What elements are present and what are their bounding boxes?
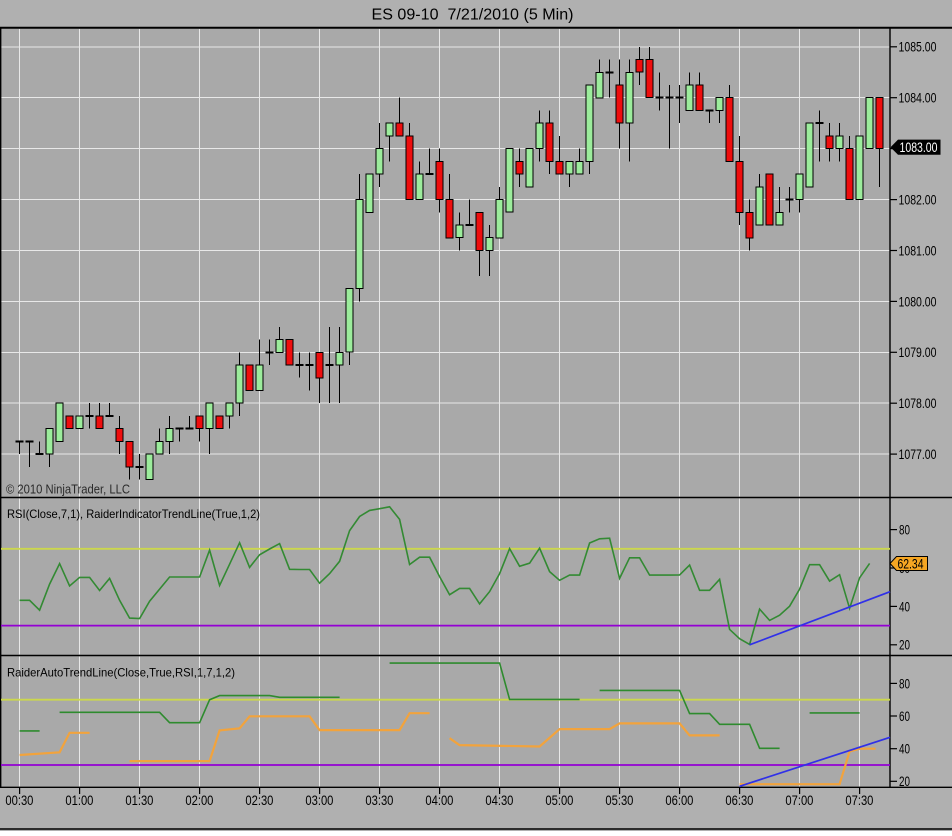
svg-text:05:30: 05:30 [605, 793, 633, 808]
svg-text:04:30: 04:30 [485, 793, 513, 808]
svg-text:1083.00: 1083.00 [900, 140, 938, 155]
svg-text:1077.00: 1077.00 [899, 447, 937, 462]
svg-text:03:00: 03:00 [305, 793, 333, 808]
svg-text:© 2010 NinjaTrader, LLC: © 2010 NinjaTrader, LLC [6, 483, 130, 497]
svg-text:03:30: 03:30 [365, 793, 393, 808]
svg-text:06:00: 06:00 [665, 793, 693, 808]
svg-text:62.34: 62.34 [898, 556, 924, 571]
svg-text:20: 20 [899, 774, 910, 789]
svg-text:1081.00: 1081.00 [899, 243, 937, 258]
svg-text:ES 09-10 7/21/2010 (5 Min): ES 09-10 7/21/2010 (5 Min) [372, 7, 574, 24]
svg-text:01:30: 01:30 [125, 793, 153, 808]
svg-text:80: 80 [899, 676, 910, 691]
svg-text:20: 20 [899, 638, 910, 653]
svg-text:40: 40 [899, 599, 910, 614]
svg-text:40: 40 [899, 742, 910, 757]
svg-text:02:00: 02:00 [185, 793, 213, 808]
svg-text:02:30: 02:30 [245, 793, 273, 808]
svg-text:1079.00: 1079.00 [899, 345, 937, 360]
svg-text:RSI(Close,7,1), RaiderIndicato: RSI(Close,7,1), RaiderIndicatorTrendLine… [7, 507, 260, 521]
svg-text:07:00: 07:00 [785, 793, 813, 808]
svg-text:1078.00: 1078.00 [899, 396, 937, 411]
svg-text:1082.00: 1082.00 [899, 193, 937, 208]
svg-text:1080.00: 1080.00 [899, 294, 937, 309]
svg-text:07:30: 07:30 [845, 793, 873, 808]
svg-text:1085.00: 1085.00 [899, 40, 937, 55]
svg-text:1084.00: 1084.00 [899, 91, 937, 106]
svg-text:RaiderAutoTrendLine(Close,True: RaiderAutoTrendLine(Close,True,RSI,1,7,1… [7, 666, 235, 680]
svg-text:04:00: 04:00 [425, 793, 453, 808]
svg-text:01:00: 01:00 [65, 793, 93, 808]
svg-text:60: 60 [899, 709, 910, 724]
svg-text:00:30: 00:30 [5, 793, 33, 808]
svg-text:06:30: 06:30 [725, 793, 753, 808]
svg-text:80: 80 [899, 523, 910, 538]
svg-text:05:00: 05:00 [545, 793, 573, 808]
